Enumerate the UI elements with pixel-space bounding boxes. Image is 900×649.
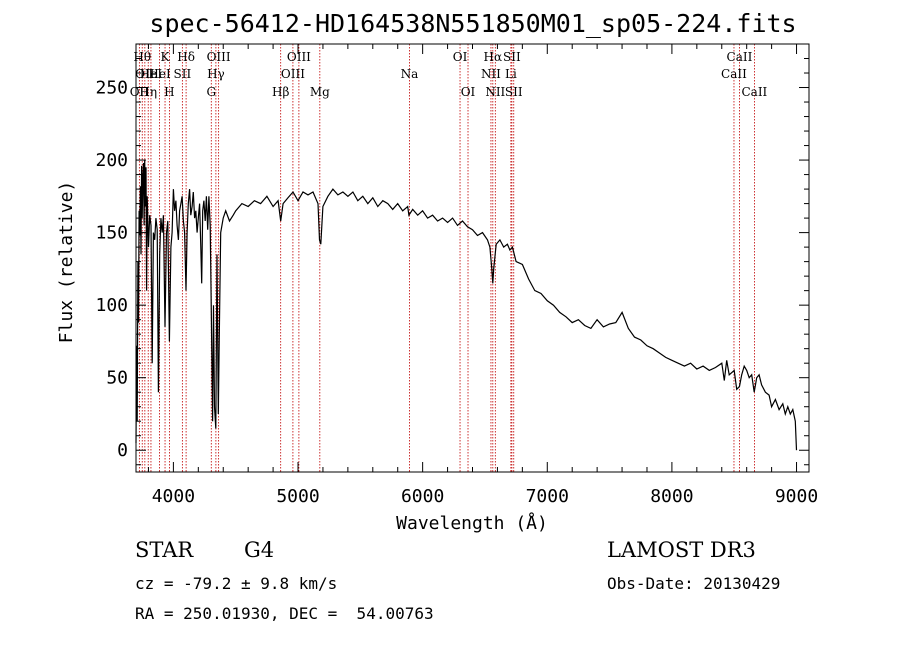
line-marker-label: SII [505,85,523,99]
y-tick-label: 150 [95,223,128,244]
line-marker-label: G [206,85,216,99]
line-marker-label: OI [461,85,476,99]
line-marker-label: OII [135,67,155,81]
line-marker-label: Mg [310,85,330,99]
y-tick-label: 50 [106,368,128,389]
x-tick-label: 7000 [526,486,569,507]
line-marker-labels: OIIHθOIIHηHeIHeIKHSIIHδGHγOIIIHβOIIIOIII… [130,50,768,99]
y-axis-label: Flux (relative) [56,181,77,344]
y-tick-label: 100 [95,295,128,316]
y-tick-label: 200 [95,150,128,171]
observation-date: Obs-Date: 20130429 [607,574,781,593]
line-marker-label: HeI [148,67,171,81]
line-marker-label: OIII [287,50,311,64]
line-marker-label: H [164,85,174,99]
line-marker-label: HeI [140,67,163,81]
x-tick-label: 5000 [276,486,319,507]
spectrum-line [135,160,798,451]
line-marker-label: K [161,50,171,64]
x-axis-label: Wavelength (Å) [396,512,548,534]
line-marker-label: OI [453,50,468,64]
line-marker-label: Na [401,67,419,81]
line-marker-label: OIII [207,50,231,64]
redshift-value: cz = -79.2 ± 9.8 km/s [135,574,338,593]
plot-frame [135,43,810,473]
line-marker-label: SII [174,67,192,81]
object-subclass: G4 [244,538,275,562]
y-tick-label: 250 [95,78,128,99]
line-marker-label: Hθ [133,50,151,64]
survey-name: LAMOST DR3 [607,538,756,562]
line-marker-label: SII [503,50,521,64]
line-marker-label: NII [485,85,505,99]
line-marker-label: OII [130,85,150,99]
x-tick-label: 4000 [152,486,195,507]
x-tick-label: 6000 [401,486,444,507]
line-marker-label: CaII [721,67,747,81]
line-marker-label: Hγ [207,67,225,81]
line-marker-label: Hδ [177,50,195,64]
line-marker-label: OIII [281,67,305,81]
object-class: STAR [135,538,194,562]
axis-ticks: 4000 5000 6000 7000 8000 9000 0 50 100 150 200 250 [95,44,818,507]
chart-title: spec-56412-HD164538N551850M01_sp05-224.f… [149,9,796,38]
line-marker-label: CaII [727,50,753,64]
line-marker-label: Hη [139,85,157,99]
line-marker-label: Li [505,67,517,81]
line-marker-label: CaII [741,85,767,99]
line-marker-label: Hα [484,50,503,64]
line-marker-label: NII [481,67,501,81]
coordinates: RA = 250.01930, DEC = 54.00763 [135,604,434,623]
line-marker-label: Hβ [272,85,289,99]
line-markers [138,44,755,472]
x-tick-label: 8000 [650,486,693,507]
x-tick-label: 9000 [775,486,818,507]
y-tick-label: 0 [117,440,128,461]
